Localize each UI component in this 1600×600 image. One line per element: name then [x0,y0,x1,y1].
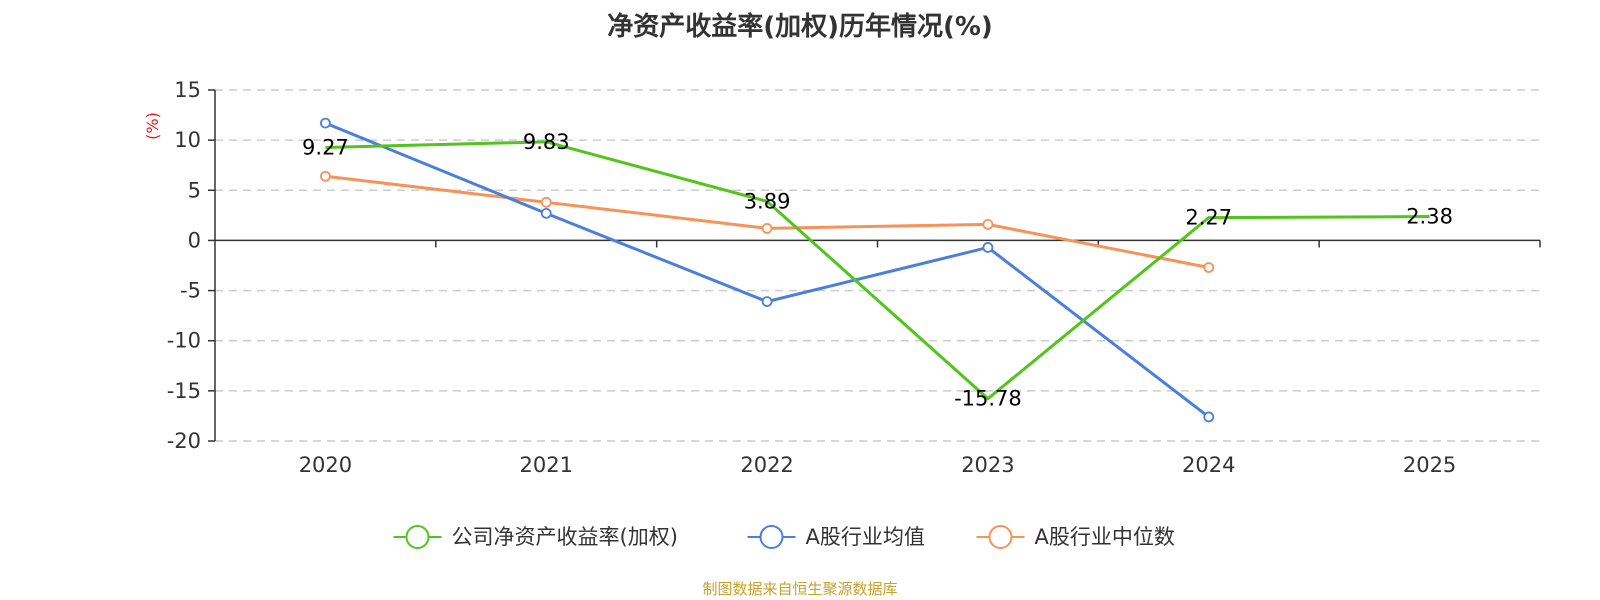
y-tick-label: 10 [174,128,201,152]
legend-item: 公司净资产收益率(加权) [393,525,678,549]
axes: 15 10 5 0 -5 -10 -15 -20 2020 2021 2022 2023 2024 202… [143,78,1541,477]
legend-label: A股行业中位数 [1035,525,1175,549]
y-tick-label: -15 [167,379,201,403]
legend-label: 公司净资产收益率(加权) [452,525,678,549]
source-note: 制图数据来自恒生聚源数据库 [702,580,898,598]
legend-item: A股行业均值 [747,525,925,549]
legend-marker [988,525,1013,549]
data-point [761,296,773,308]
data-point [320,117,331,129]
legend-item: A股行业中位数 [976,525,1175,549]
x-tick-label: 2025 [1403,453,1456,477]
data-point [1203,411,1215,423]
data-label: 2.38 [1406,205,1453,229]
y-tick-label: -20 [167,429,201,453]
data-label: 3.89 [744,189,791,213]
series-line [324,121,1210,419]
x-tick-label: 2021 [520,453,573,477]
data-point [540,207,552,219]
x-tick-label: 2020 [299,453,352,477]
data-labels: 9.27 9.83 3.89 -15.78 2.27 2.38 [302,130,1453,411]
legend-label: A股行业均值 [806,525,925,549]
y-tick-label: -5 [180,279,201,303]
x-tick-label: 2024 [1182,453,1235,477]
legend: 公司净资产收益率(加权) A股行业均值 A股行业中位数 [393,525,1175,549]
grid-lines [215,89,1540,442]
series-line [325,140,1430,401]
legend-marker [759,525,784,549]
data-point [540,196,552,208]
data-label: 9.83 [523,130,570,154]
x-tick-label: 2022 [740,453,793,477]
y-tick-label: 15 [174,78,201,102]
chart-title: 净资产收益率(加权)历年情况(%) [607,12,993,42]
y-tick-label: -10 [167,329,201,353]
x-tick-label: 2023 [961,453,1014,477]
y-tick-label: 5 [188,178,201,202]
data-label: 2.27 [1185,206,1232,230]
data-point [761,222,773,234]
data-label: -15.78 [954,387,1022,411]
data-label: 9.27 [302,135,349,159]
y-tick-label: 0 [188,228,201,252]
legend-marker [405,525,430,549]
data-point [982,218,994,230]
data-point [320,170,331,182]
data-point [1203,262,1215,273]
y-axis-label: (%) [143,112,162,140]
series-lines [320,117,1430,423]
data-point [982,242,994,253]
